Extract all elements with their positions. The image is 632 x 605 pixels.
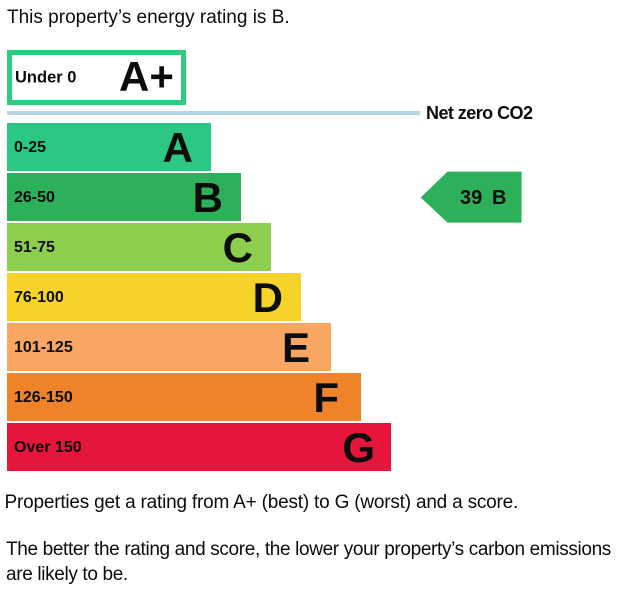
svg-text:39: 39 <box>460 187 482 209</box>
svg-text:B: B <box>492 187 506 209</box>
